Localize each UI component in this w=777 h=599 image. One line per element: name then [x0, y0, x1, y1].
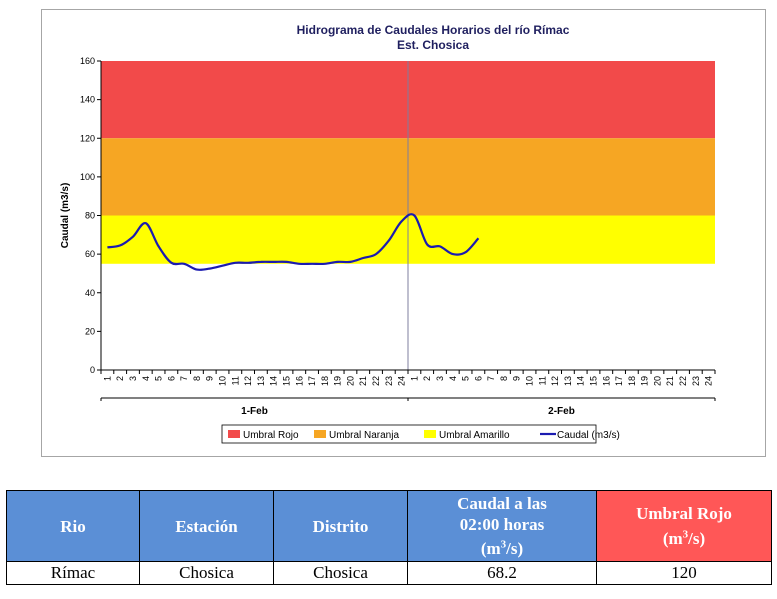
x-tick-label: 23 — [691, 376, 701, 386]
table-header-row: Rio Estación Distrito Caudal a las 02:00… — [6, 490, 772, 562]
cell-estacion: Chosica — [139, 561, 274, 585]
x-tick-label: 17 — [614, 376, 624, 386]
x-tick-label: 21 — [358, 376, 368, 386]
x-tick-label: 1 — [102, 376, 112, 381]
x-tick-label: 10 — [525, 376, 535, 386]
x-tick-label: 2 — [115, 376, 125, 381]
x-tick-label: 9 — [205, 376, 215, 381]
x-tick-label: 2 — [422, 376, 432, 381]
cell-umbral-rojo: 120 — [596, 561, 772, 585]
x-tick-label: 18 — [320, 376, 330, 386]
cell-distrito: Chosica — [273, 561, 408, 585]
chart-title: Hidrograma de Caudales Horarios del río … — [297, 23, 570, 37]
x-tick-label: 8 — [192, 376, 202, 381]
y-tick-label: 60 — [85, 249, 95, 259]
legend-swatch — [314, 430, 326, 438]
y-tick-label: 20 — [85, 326, 95, 336]
x-tick-label: 7 — [179, 376, 189, 381]
day-label: 2-Feb — [548, 406, 575, 417]
x-tick-label: 12 — [243, 376, 253, 386]
y-tick-label: 160 — [80, 56, 95, 66]
header-caudal-line1: Caudal a las — [457, 493, 547, 513]
header-caudal-line2: 02:00 horas — [459, 514, 545, 534]
x-tick-label: 24 — [397, 376, 407, 386]
x-tick-label: 3 — [435, 376, 445, 381]
x-tick-label: 20 — [652, 376, 662, 386]
x-tick-label: 13 — [256, 376, 266, 386]
x-tick-label: 22 — [678, 376, 688, 386]
x-tick-label: 13 — [563, 376, 573, 386]
x-tick-label: 4 — [141, 376, 151, 381]
x-tick-label: 8 — [499, 376, 509, 381]
y-tick-label: 100 — [80, 172, 95, 182]
x-tick-label: 6 — [166, 376, 176, 381]
day-label: 1-Feb — [241, 406, 268, 417]
x-tick-label: 3 — [128, 376, 138, 381]
legend-swatch — [424, 430, 436, 438]
header-caudal-unit: (m3/s) — [480, 538, 524, 559]
x-tick-label: 16 — [601, 376, 611, 386]
y-tick-label: 140 — [80, 95, 95, 105]
x-tick-label: 24 — [704, 376, 714, 386]
x-tick-label: 9 — [512, 376, 522, 381]
cell-rio: Rímac — [6, 561, 140, 585]
header-umbral-rojo: Umbral Rojo (m3/s) — [596, 490, 772, 562]
flow-table: Rio Estación Distrito Caudal a las 02:00… — [6, 490, 772, 585]
x-tick-label: 19 — [640, 376, 650, 386]
legend-label: Umbral Amarillo — [439, 430, 510, 441]
chart-frame: Hidrograma de Caudales Horarios del río … — [41, 9, 766, 457]
x-tick-label: 23 — [384, 376, 394, 386]
x-tick-label: 5 — [154, 376, 164, 381]
x-tick-label: 20 — [345, 376, 355, 386]
x-tick-label: 10 — [218, 376, 228, 386]
y-tick-label: 0 — [90, 365, 95, 375]
legend-label: Umbral Rojo — [243, 430, 299, 441]
x-tick-label: 18 — [627, 376, 637, 386]
header-caudal: Caudal a las 02:00 horas (m3/s) — [407, 490, 597, 562]
y-tick-label: 120 — [80, 133, 95, 143]
legend-label: Umbral Naranja — [329, 430, 399, 441]
legend-box — [221, 424, 597, 444]
x-tick-label: 1 — [409, 376, 419, 381]
x-tick-label: 15 — [281, 376, 291, 386]
x-tick-label: 14 — [269, 376, 279, 386]
chart-subtitle: Est. Chosica — [397, 38, 469, 52]
x-tick-label: 15 — [588, 376, 598, 386]
hydrograph-chart: Hidrograma de Caudales Horarios del río … — [60, 23, 716, 444]
header-umbral-line1: Umbral Rojo — [636, 504, 732, 524]
x-tick-label: 17 — [307, 376, 317, 386]
x-tick-label: 22 — [371, 376, 381, 386]
table-row: Rímac Chosica Chosica 68.2 120 — [6, 561, 772, 585]
y-tick-label: 40 — [85, 288, 95, 298]
x-tick-label: 11 — [537, 376, 547, 385]
x-tick-label: 14 — [576, 376, 586, 386]
x-tick-label: 11 — [230, 376, 240, 385]
y-axis-label: Caudal (m3/s) — [60, 183, 71, 249]
header-umbral-unit: (m3/s) — [662, 528, 706, 548]
legend-swatch — [228, 430, 240, 438]
series-line-caudal — [107, 213, 480, 271]
header-rio: Rio — [6, 490, 140, 562]
header-distrito: Distrito — [273, 490, 408, 562]
x-tick-label: 7 — [486, 376, 496, 381]
header-estacion: Estación — [139, 490, 274, 562]
x-tick-label: 19 — [333, 376, 343, 386]
cell-caudal: 68.2 — [407, 561, 597, 585]
x-tick-label: 16 — [294, 376, 304, 386]
x-tick-label: 21 — [665, 376, 675, 386]
x-tick-label: 5 — [461, 376, 471, 381]
x-tick-label: 6 — [473, 376, 483, 381]
x-tick-label: 4 — [448, 376, 458, 381]
legend-label: Caudal (m3/s) — [557, 430, 620, 441]
y-tick-label: 80 — [85, 211, 95, 221]
x-tick-label: 12 — [550, 376, 560, 386]
